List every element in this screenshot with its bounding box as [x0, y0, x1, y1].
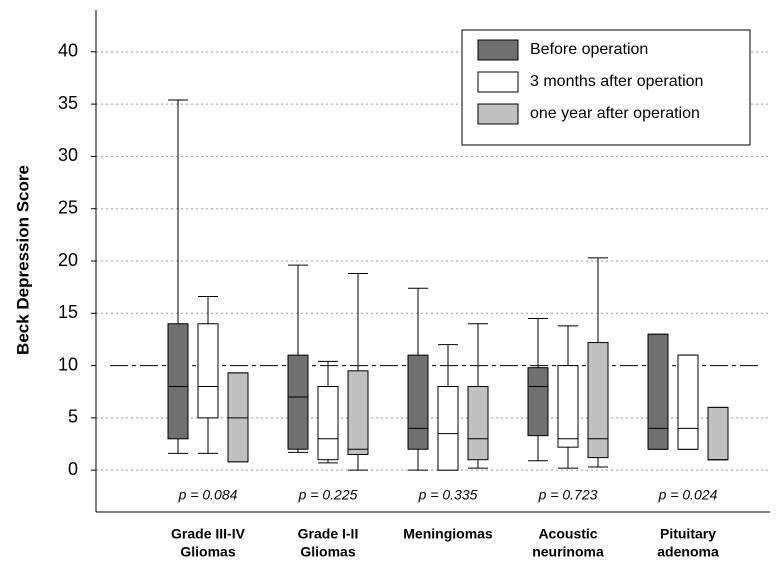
box — [227, 372, 249, 463]
box — [437, 386, 459, 471]
x-tick-label: adenoma — [657, 544, 719, 560]
box — [647, 333, 669, 450]
box — [197, 323, 219, 419]
annotation: p = 0.084 — [178, 487, 238, 503]
box — [317, 386, 339, 461]
y-tick-label: 35 — [58, 93, 78, 113]
y-tick-label: 10 — [58, 354, 78, 374]
y-tick-label: 15 — [58, 302, 78, 322]
y-tick-label: 0 — [68, 459, 78, 479]
x-tick-label: Meningiomas — [403, 526, 493, 542]
x-tick-label: neurinoma — [532, 544, 604, 560]
x-tick-label: Acoustic — [538, 526, 597, 542]
annotation: p = 0.723 — [538, 487, 598, 503]
x-tick-label: Gliomas — [180, 544, 235, 560]
x-tick-label: Gliomas — [300, 544, 355, 560]
box — [587, 342, 609, 459]
y-tick-label: 30 — [58, 145, 78, 165]
box — [347, 370, 369, 455]
y-tick-label: 5 — [68, 407, 78, 427]
x-tick-label: Grade III-IV — [171, 526, 246, 542]
y-tick-label: 40 — [58, 41, 78, 61]
annotation: p = 0.024 — [658, 487, 718, 503]
legend-swatch — [477, 71, 519, 93]
box — [407, 354, 429, 450]
box — [167, 323, 189, 440]
box — [467, 386, 489, 461]
box — [287, 354, 309, 450]
y-tick-label: 20 — [58, 250, 78, 270]
box — [677, 354, 699, 450]
annotation: p = 0.335 — [418, 487, 478, 503]
legend-label: Before operation — [530, 41, 648, 58]
legend-label: 3 months after operation — [530, 73, 703, 90]
y-axis-title: Beck Depression Score — [13, 165, 32, 355]
y-tick-label: 25 — [58, 197, 78, 217]
annotation: p = 0.225 — [298, 487, 358, 503]
legend-swatch — [477, 39, 519, 61]
box — [557, 365, 579, 448]
box — [527, 367, 549, 437]
x-tick-label: Grade I-II — [298, 526, 359, 542]
box — [707, 406, 729, 461]
legend-label: one year after operation — [530, 105, 700, 122]
legend-swatch — [477, 103, 519, 125]
x-tick-label: Pituitary — [660, 526, 716, 542]
